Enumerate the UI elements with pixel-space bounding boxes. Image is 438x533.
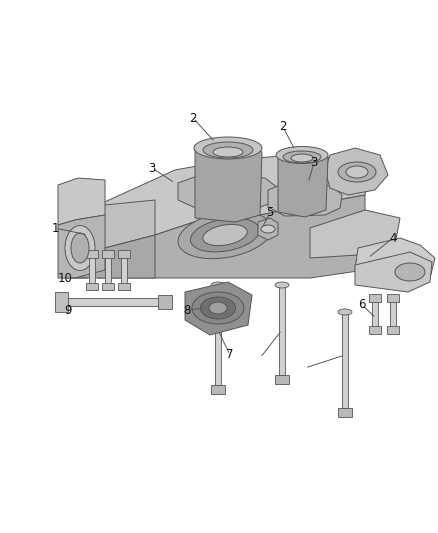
Polygon shape [121,255,127,285]
Polygon shape [102,283,114,290]
Polygon shape [98,195,365,278]
Ellipse shape [191,218,260,252]
Ellipse shape [192,292,244,324]
Ellipse shape [203,224,247,246]
Polygon shape [89,255,95,285]
Ellipse shape [209,302,227,314]
Polygon shape [279,285,285,375]
Polygon shape [55,292,68,312]
Ellipse shape [65,225,95,271]
Polygon shape [387,326,399,334]
Polygon shape [390,298,396,328]
Polygon shape [278,148,328,217]
Polygon shape [355,238,435,285]
Polygon shape [65,298,165,306]
Polygon shape [268,183,342,216]
Polygon shape [75,235,155,278]
Polygon shape [258,218,278,240]
Polygon shape [355,252,432,292]
Ellipse shape [201,297,236,319]
Polygon shape [369,294,381,302]
Ellipse shape [178,212,272,259]
Polygon shape [275,375,289,384]
Ellipse shape [395,263,425,281]
Polygon shape [118,250,130,258]
Polygon shape [310,210,400,258]
Polygon shape [118,283,130,290]
Polygon shape [369,326,381,334]
Text: 6: 6 [358,298,366,311]
Text: 7: 7 [226,349,234,361]
Text: 4: 4 [389,231,397,245]
Polygon shape [338,408,352,417]
Polygon shape [325,148,388,195]
Polygon shape [195,140,262,222]
Polygon shape [102,250,114,258]
Polygon shape [215,285,221,385]
Ellipse shape [213,147,243,157]
Text: 2: 2 [279,120,287,133]
Text: 10: 10 [57,271,72,285]
Polygon shape [211,385,225,394]
Ellipse shape [194,137,262,159]
Ellipse shape [261,225,275,233]
Polygon shape [98,155,370,248]
Polygon shape [387,294,399,302]
Polygon shape [185,282,252,335]
Ellipse shape [211,282,225,288]
Text: 5: 5 [266,206,274,220]
Text: 1: 1 [51,222,59,235]
Text: 9: 9 [64,303,72,317]
Text: 3: 3 [310,157,318,169]
Polygon shape [86,283,98,290]
Polygon shape [178,175,278,210]
Polygon shape [75,200,155,258]
Ellipse shape [338,162,376,182]
Polygon shape [158,295,172,309]
Ellipse shape [203,142,253,158]
Text: 2: 2 [189,111,197,125]
Ellipse shape [276,147,328,164]
Polygon shape [372,298,378,328]
Ellipse shape [338,309,352,315]
Text: 8: 8 [184,303,191,317]
Polygon shape [105,255,111,285]
Ellipse shape [346,166,368,178]
Polygon shape [342,312,348,408]
Polygon shape [58,215,105,278]
Ellipse shape [71,233,89,263]
Polygon shape [58,178,105,225]
Text: 3: 3 [148,161,155,174]
Ellipse shape [291,154,313,162]
Polygon shape [86,250,98,258]
Ellipse shape [283,151,321,163]
Ellipse shape [275,282,289,288]
